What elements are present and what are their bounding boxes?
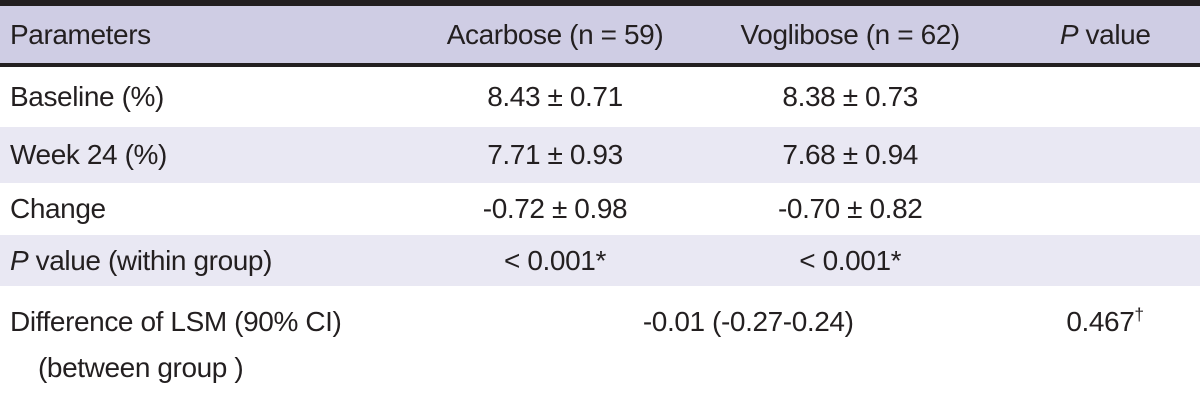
table-header: Parameters Acarbose (n = 59) Voglibose (… (0, 3, 1200, 67)
header-parameters: Parameters (0, 3, 420, 67)
cell-week24-acarbose: 7.71 ± 0.93 (420, 127, 690, 183)
row-difference-lsm: Difference of LSM (90% CI) (between grou… (0, 286, 1200, 402)
cell-week24-label: Week 24 (%) (0, 127, 420, 183)
table-body: Baseline (%) 8.43 ± 0.71 8.38 ± 0.73 Wee… (0, 65, 1200, 402)
cell-p-within-p (1010, 235, 1200, 286)
cell-difference-p: 0.467† (1010, 286, 1200, 402)
difference-p-value: 0.467 (1066, 306, 1135, 337)
p-within-rest-label: value (within group) (28, 244, 273, 276)
header-voglibose: Voglibose (n = 62) (690, 3, 1011, 67)
cell-difference-label: Difference of LSM (90% CI) (between grou… (0, 286, 420, 402)
row-change: Change -0.72 ± 0.98 -0.70 ± 0.82 (0, 183, 1200, 235)
cell-change-acarbose: -0.72 ± 0.98 (482, 193, 628, 224)
row-week24: Week 24 (%) 7.71 ± 0.93 7.68 ± 0.94 (0, 127, 1200, 183)
header-row: Parameters Acarbose (n = 59) Voglibose (… (0, 3, 1200, 67)
row-baseline: Baseline (%) 8.43 ± 0.71 8.38 ± 0.73 (0, 65, 1200, 127)
cell-week24-p (1010, 127, 1200, 183)
cell-baseline-p (1010, 65, 1200, 127)
header-acarbose: Acarbose (n = 59) (420, 3, 690, 67)
p-italic-label: P (1059, 18, 1079, 50)
p-rest-label: value (1078, 18, 1151, 50)
difference-label-line1: Difference of LSM (90% CI) (10, 306, 342, 337)
cell-p-within-acarbose: < 0.001* (420, 235, 690, 286)
cell-week24-voglibose: 7.68 ± 0.94 (690, 127, 1011, 183)
header-p-value: P value (1010, 3, 1200, 67)
row-p-within-group: P value (within group) < 0.001* < 0.001* (0, 235, 1200, 286)
difference-label-line2: (between group ) (38, 352, 244, 383)
cell-baseline-voglibose: 8.38 ± 0.73 (782, 81, 918, 112)
cell-difference-merged-value: -0.01 (-0.27-0.24) (642, 306, 854, 337)
cell-p-within-voglibose: < 0.001* (690, 235, 1011, 286)
cell-p-within-label: P value (within group) (0, 235, 420, 286)
cell-change-voglibose: -0.70 ± 0.82 (777, 193, 923, 224)
cell-baseline-label: Baseline (%) (10, 81, 164, 112)
p-italic-label: P (10, 244, 29, 276)
cell-baseline-acarbose: 8.43 ± 0.71 (487, 81, 623, 112)
dagger-symbol: † (1134, 304, 1145, 325)
cell-change-label: Change (10, 193, 106, 224)
cell-change-p (1010, 183, 1200, 235)
